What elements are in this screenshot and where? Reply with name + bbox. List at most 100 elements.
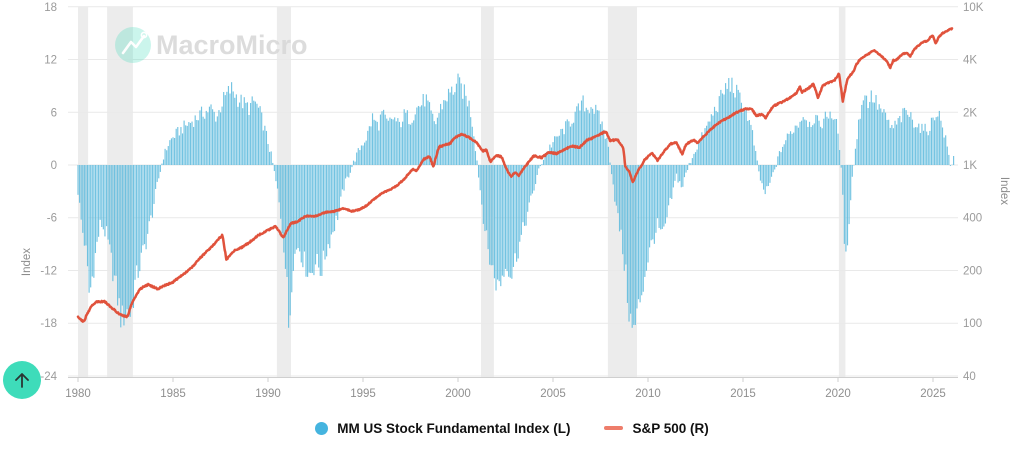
legend-item-fundamental-index[interactable]: MM US Stock Fundamental Index (L) [315, 421, 570, 436]
fundamental-index-bar [216, 116, 218, 165]
fundamental-index-bar [368, 126, 370, 165]
fundamental-index-bar [829, 111, 831, 165]
fundamental-index-bar [289, 165, 291, 316]
fundamental-index-bar [447, 88, 450, 165]
fundamental-index-bar [292, 165, 294, 271]
fundamental-index-bar [922, 130, 925, 165]
fundamental-index-bar [630, 165, 632, 314]
fundamental-index-bar [452, 94, 454, 165]
right-axis-title: Index [998, 177, 1010, 205]
fundamental-index-bar [645, 165, 648, 271]
fundamental-index-bar [283, 165, 285, 253]
fundamental-index-bar [194, 115, 196, 165]
x-tick-label: 1980 [65, 388, 91, 400]
fundamental-index-bar [257, 107, 260, 165]
fundamental-index-bar [541, 164, 543, 165]
fundamental-index-bar [251, 96, 253, 165]
left-tick-label: -24 [40, 371, 57, 383]
fundamental-index-bar [354, 161, 356, 165]
fundamental-index-bar [582, 95, 584, 165]
fundamental-index-bar [579, 110, 581, 165]
fundamental-index-bar [652, 165, 654, 240]
fundamental-index-bar [218, 110, 220, 165]
legend-item-sp500[interactable]: S&P 500 (R) [604, 421, 709, 436]
legend-label: MM US Stock Fundamental Index (L) [337, 420, 571, 436]
fundamental-index-bar [531, 165, 534, 194]
fundamental-index-bar [128, 165, 130, 317]
fundamental-index-bar [886, 119, 888, 165]
fundamental-index-bar [870, 90, 872, 165]
fundamental-index-bar [229, 93, 231, 165]
fundamental-index-bar [269, 151, 271, 165]
fundamental-index-bar [626, 165, 629, 303]
fundamental-index-bar [387, 120, 389, 165]
fundamental-index-bar [373, 119, 375, 165]
fundamental-index-bar [457, 73, 459, 165]
fundamental-index-bar [265, 130, 268, 165]
left-tick-label: -18 [40, 318, 57, 330]
fundamental-index-bar [99, 165, 101, 220]
fundamental-index-bar [455, 83, 458, 165]
fundamental-index-bar [742, 112, 744, 165]
fundamental-index-bar [934, 120, 936, 165]
fundamental-index-bar [88, 165, 90, 293]
fundamental-index-bar [599, 124, 602, 165]
fundamental-index-bar [199, 110, 201, 165]
fundamental-index-bar [875, 95, 877, 165]
fundamental-index-bar [310, 165, 312, 274]
fundamental-index-bar [843, 165, 845, 244]
fundamental-index-bar [896, 124, 898, 165]
fundamental-index-bar [858, 119, 860, 165]
fundamental-index-bar [384, 114, 386, 165]
fundamental-index-bar [867, 108, 869, 165]
fundamental-index-bar [340, 165, 342, 197]
fundamental-index-bar [166, 150, 168, 165]
fundamental-index-bar [783, 144, 785, 165]
fundamental-index-bar [791, 133, 793, 165]
fundamental-index-bar [492, 165, 494, 266]
fundamental-index-bar [687, 165, 689, 170]
fundamental-index-bar [500, 165, 502, 287]
fundamental-index-bar [778, 151, 781, 165]
fundamental-index-bar [759, 165, 762, 181]
left-tick-label: 6 [51, 107, 57, 119]
fundamental-index-bar [383, 109, 385, 165]
fundamental-index-bar [110, 165, 112, 253]
fundamental-index-bar [329, 165, 331, 249]
x-tick-label: 2005 [540, 388, 566, 400]
fundamental-index-bar [80, 165, 82, 220]
fundamental-index-bar [481, 165, 483, 205]
fundamental-index-bar [557, 136, 559, 165]
fundamental-index-bar [333, 165, 336, 232]
fundamental-index-bar [117, 165, 119, 306]
fundamental-index-bar [275, 165, 277, 182]
fundamental-index-bar [739, 92, 741, 165]
fundamental-index-bar [846, 165, 849, 246]
scroll-to-top-button[interactable] [3, 361, 41, 399]
fundamental-index-bar [379, 114, 382, 165]
fundamental-index-bar [585, 107, 587, 165]
fundamental-index-bar [104, 165, 106, 237]
fundamental-index-bar [398, 121, 401, 165]
watermark-text: MacroMicro [156, 30, 308, 60]
fundamental-index-bar [850, 165, 852, 201]
brand-watermark: MacroMicro [115, 27, 308, 63]
fundamental-index-bar [409, 124, 412, 165]
fundamental-index-bar [118, 165, 120, 299]
fundamental-index-bar [200, 106, 203, 165]
fundamental-index-bar [397, 118, 399, 165]
fundamental-index-bar [888, 119, 890, 165]
fundamental-index-bar [723, 94, 725, 165]
left-axis-title: Index [21, 248, 33, 276]
fundamental-index-bar [834, 119, 836, 165]
fundamental-index-bar [123, 165, 125, 326]
fundamental-index-bar [915, 127, 917, 165]
fundamental-index-bar [683, 165, 686, 178]
fundamental-index-bar [661, 165, 663, 229]
fundamental-index-bar [753, 145, 755, 165]
fundamental-index-bar [262, 130, 264, 165]
fundamental-index-bar [85, 165, 87, 246]
fundamental-index-bar [622, 165, 624, 255]
fundamental-index-bar [845, 165, 847, 252]
